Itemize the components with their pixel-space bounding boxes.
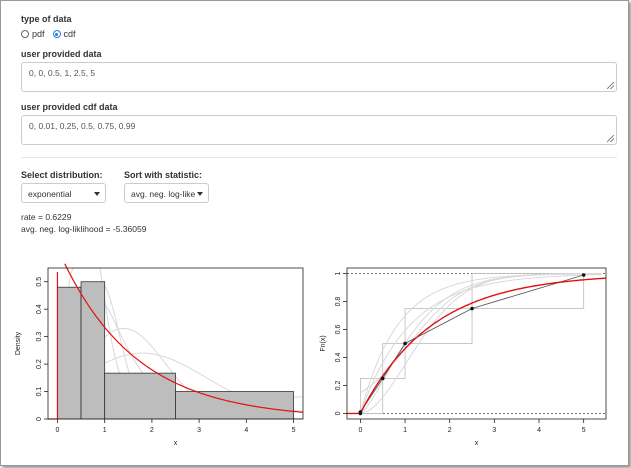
y-tick-label: 1: [335, 272, 342, 276]
radio-pdf[interactable]: [21, 30, 29, 38]
y-tick-label: 0.3: [36, 332, 43, 342]
loglik-result: avg. neg. log-liklihood = -5.36059: [21, 224, 147, 234]
fitted-density-curve: [64, 263, 304, 413]
data-type-radio-group: pdf cdf: [21, 29, 84, 39]
candidate-cdf-curve: [360, 273, 602, 414]
user-cdf-label: user provided cdf data: [21, 102, 118, 112]
y-tick-label: 0.4: [335, 353, 342, 363]
y-tick-label: 0.8: [335, 297, 342, 307]
resize-grip-icon[interactable]: [607, 82, 614, 89]
x-tick-label: 4: [244, 427, 248, 434]
data-point: [581, 273, 586, 277]
histogram-bar: [104, 372, 176, 420]
x-tick-label: 5: [582, 427, 586, 434]
x-tick-label: 0: [55, 427, 59, 434]
radio-option-pdf[interactable]: pdf: [21, 29, 45, 39]
ecdf-step: [382, 343, 406, 379]
chevron-down-icon: [94, 192, 100, 196]
x-tick-label: 2: [448, 427, 452, 434]
x-tick-label: 5: [292, 427, 296, 434]
density-plot: 0 1 2 3 4 5 0 0.1 0.2 0.3 0.4 0.5 x Density: [15, 263, 304, 447]
x-tick-label: 1: [403, 427, 407, 434]
y-tick-label: 0.6: [335, 325, 342, 335]
y-tick-label: 0: [36, 417, 43, 421]
x-axis-label: x: [475, 440, 479, 447]
y-tick-label: 0: [335, 411, 342, 415]
radio-pdf-label: pdf: [32, 29, 45, 39]
user-data-value: 0, 0, 0.5, 1, 2.5, 5: [29, 68, 96, 78]
cdf-plot: 0 1 2 3 4 5 0 0.2 0.4 0.6 0.8 1 x Fn(x): [320, 267, 607, 447]
data-type-label: type of data: [21, 14, 72, 24]
plot-box: [47, 267, 304, 420]
x-tick-label: 0: [358, 427, 362, 434]
user-cdf-value: 0, 0.01, 0.25, 0.5, 0.75, 0.99: [29, 121, 136, 131]
distribution-select[interactable]: exponential: [21, 183, 106, 203]
candidate-cdf-curve: [359, 274, 602, 414]
y-tick-label: 0.1: [36, 387, 43, 397]
x-tick-label: 2: [150, 427, 154, 434]
plot-box: [346, 267, 607, 420]
x-axis-label: x: [174, 440, 178, 447]
sort-label: Sort with statistic:: [124, 170, 203, 180]
data-point: [403, 341, 407, 346]
candidate-cdf-curve: [360, 273, 602, 394]
x-tick-label: 1: [103, 427, 107, 434]
x-tick-label: 3: [197, 427, 201, 434]
histogram-bar: [175, 391, 294, 420]
user-data-textarea[interactable]: 0, 0, 0.5, 1, 2.5, 5: [21, 62, 617, 92]
histogram-bar: [57, 286, 82, 420]
x-tick-label: 4: [537, 427, 541, 434]
y-axis-label: Fn(x): [320, 335, 327, 351]
ecdf-step: [471, 273, 585, 309]
sort-select[interactable]: avg. neg. log-like: [124, 183, 209, 203]
resize-grip-icon[interactable]: [607, 135, 614, 142]
user-cdf-textarea[interactable]: 0, 0.01, 0.25, 0.5, 0.75, 0.99: [21, 115, 617, 145]
y-tick-label: 0.2: [335, 380, 342, 390]
sort-value: avg. neg. log-like: [131, 189, 196, 199]
histogram-bar: [80, 281, 106, 420]
data-point: [380, 376, 385, 381]
distribution-value: exponential: [28, 189, 72, 199]
distribution-label: Select distribution:: [21, 170, 103, 180]
y-axis-label: Density: [15, 331, 22, 355]
x-tick-label: 3: [492, 427, 496, 434]
ecdf-step: [404, 308, 473, 344]
data-point: [358, 410, 363, 414]
radio-option-cdf[interactable]: cdf: [52, 29, 76, 39]
data-point: [470, 306, 474, 311]
user-data-label: user provided data: [21, 49, 102, 59]
y-tick-label: 0.5: [36, 277, 43, 287]
y-tick-label: 0.4: [36, 304, 43, 314]
divider: [21, 157, 617, 158]
radio-cdf[interactable]: [52, 30, 61, 38]
y-tick-label: 0.2: [36, 359, 43, 369]
rate-result: rate = 0.6229: [21, 212, 72, 222]
radio-cdf-label: cdf: [63, 29, 76, 39]
fitted-cdf-curve: [347, 277, 607, 415]
chevron-down-icon: [197, 192, 203, 196]
